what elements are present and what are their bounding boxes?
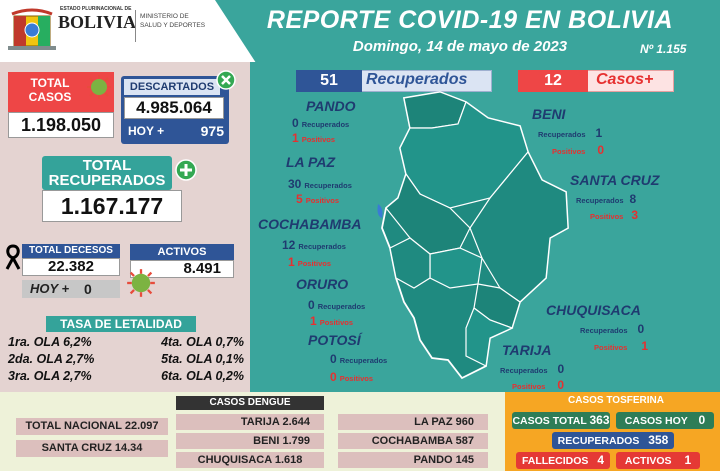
report-date: Domingo, 14 de mayo de 2023 — [352, 38, 568, 55]
region-chuquisaca-recuperados: Recuperados 0 — [580, 322, 645, 336]
descartados-hoy-value: 975 — [200, 123, 224, 139]
logo-divider — [135, 10, 136, 42]
virus-icon — [87, 75, 111, 99]
bolivia-crest-icon — [8, 8, 56, 50]
tosferina-title: CASOS TOSFERINA — [568, 395, 664, 406]
header-banner — [215, 0, 720, 62]
region-potosi-recuperados: 0 Recuperados — [330, 352, 388, 366]
region-beni-recuperados: Recuperados 1 — [538, 126, 603, 140]
region-pando-recuperados: 0 Recuperados — [292, 116, 350, 130]
dengue-cochabamba: COCHABAMBA 587 — [338, 433, 488, 449]
letalidad-table: 1ra. OLA 6,2% 4ta. OLA 0,7% 2da. OLA 2,7… — [8, 334, 244, 385]
descartados-value: 4.985.064 — [124, 97, 224, 119]
letalidad-item: 3ra. OLA 2,7% — [8, 369, 92, 383]
tosferina-activos: ACTIVOS 1 — [616, 452, 700, 469]
recuperados-label: Recuperados — [366, 71, 468, 88]
region-beni-name: BENI — [532, 106, 566, 122]
region-potosi-name: POTOSÍ — [308, 332, 361, 348]
letalidad-item: 6ta. OLA 0,2% — [161, 369, 244, 383]
total-recuperados-value: 1.167.177 — [42, 190, 182, 222]
virus-icon — [127, 269, 155, 297]
dengue-chuquisaca: CHUQUISACA 1.618 — [176, 452, 324, 468]
dengue-total-nacional: TOTAL NACIONAL 22.097 — [16, 418, 168, 435]
region-beni-positivos: Positivos 0 — [552, 143, 605, 157]
region-pando-positivos: 1 Positivos — [292, 131, 336, 145]
total-casos-value: 1.198.050 — [8, 112, 114, 138]
region-santacruz-positivos: Positivos 3 — [590, 208, 639, 222]
tosferina-casos-total: CASOS TOTAL 363 — [512, 412, 610, 429]
logo-name: BOLIVIA — [58, 12, 137, 32]
region-chuquisaca-positivos: Positivos 1 — [594, 339, 649, 353]
ministry-name: MINISTERIO DE SALUD Y DEPORTES — [140, 13, 206, 29]
region-potosi-positivos: 0 Positivos — [330, 370, 374, 384]
letalidad-title: TASA DE LETALIDAD — [46, 316, 196, 332]
dengue-tarija: TARIJA 2.644 — [176, 414, 324, 430]
region-santacruz-name: SANTA CRUZ — [570, 172, 660, 188]
total-decesos-value: 22.382 — [22, 258, 120, 276]
descartados-hoy-label: HOY + — [128, 124, 165, 138]
region-cochabamba-name: COCHABAMBA — [258, 216, 362, 232]
activos-label: ACTIVOS — [130, 244, 234, 260]
page-title: REPORTE COVID-19 EN BOLIVIA — [266, 6, 674, 34]
report-number: Nº 1.155 — [640, 42, 687, 56]
decesos-hoy-value: 0 — [84, 281, 92, 297]
region-lapaz-recuperados: 30 Recuperados — [288, 177, 352, 191]
region-oruro-positivos: 1 Positivos — [310, 314, 354, 328]
letalidad-item: 5ta. OLA 0,1% — [161, 352, 244, 366]
total-recuperados-label: TOTAL RECUPERADOS — [42, 156, 172, 190]
bolivia-map — [377, 91, 569, 380]
region-oruro-name: ORURO — [296, 276, 349, 292]
decesos-hoy-label: HOY + — [22, 280, 120, 298]
region-oruro-recuperados: 0 Recuperados — [308, 298, 366, 312]
region-pando-name: PANDO — [306, 98, 356, 114]
logo-subtitle: ESTADO PLURINACIONAL DE — [60, 6, 132, 12]
plus-icon — [175, 159, 197, 181]
letalidad-item: 2da. OLA 2,7% — [8, 352, 95, 366]
region-chuquisaca-name: CHUQUISACA — [546, 302, 641, 318]
tosferina-recuperados: RECUPERADOS 358 — [552, 432, 674, 449]
region-cochabamba-recuperados: 12 Recuperados — [282, 238, 346, 252]
close-icon — [216, 70, 236, 90]
casos-count: 12 — [518, 70, 588, 92]
tosferina-fallecidos: FALLECIDOS 4 — [516, 452, 610, 469]
dengue-santa-cruz: SANTA CRUZ 14.34 — [16, 440, 168, 457]
region-lapaz-name: LA PAZ — [286, 154, 335, 170]
region-tarija-recuperados: Recuperados 0 — [500, 362, 565, 376]
region-santacruz-recuperados: Recuperados 8 — [576, 192, 637, 206]
mourning-ribbon-icon — [5, 244, 21, 270]
dengue-pando: PANDO 145 — [338, 452, 488, 468]
total-decesos-label: TOTAL DECESOS — [22, 244, 120, 258]
dengue-beni: BENI 1.799 — [176, 433, 324, 449]
region-tarija-name: TARIJA — [502, 342, 552, 358]
dengue-lapaz: LA PAZ 960 — [338, 414, 488, 430]
casos-label: Casos+ — [596, 71, 654, 88]
region-lapaz-positivos: 5 Positivos — [296, 192, 340, 206]
tosferina-casos-hoy: CASOS HOY 0 — [616, 412, 714, 429]
letalidad-item: 4ta. OLA 0,7% — [161, 335, 244, 349]
region-tarija-positivos: Positivos 0 — [512, 378, 565, 392]
dengue-title: CASOS DENGUE — [176, 396, 324, 410]
recuperados-count: 51 — [296, 70, 362, 92]
region-cochabamba-positivos: 1 Positivos — [288, 255, 332, 269]
activos-value: 8.491 — [130, 260, 234, 278]
letalidad-item: 1ra. OLA 6,2% — [8, 335, 92, 349]
descartados-label: DESCARTADOS — [124, 79, 220, 95]
